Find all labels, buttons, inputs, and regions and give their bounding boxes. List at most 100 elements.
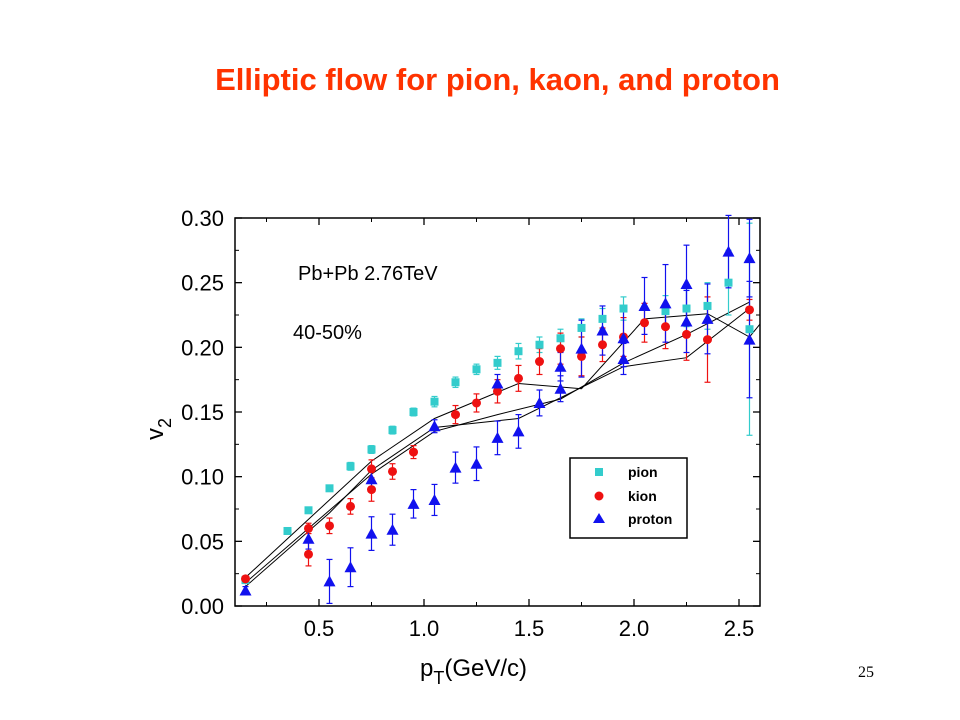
kion-point bbox=[472, 398, 481, 408]
legend-pion-label: pion bbox=[628, 464, 658, 480]
y-tick-label: 0.25 bbox=[181, 271, 224, 296]
model-curve-2 bbox=[245, 301, 750, 584]
kion-point bbox=[367, 464, 376, 474]
proton-point bbox=[365, 473, 378, 485]
x-tick-label: 2.5 bbox=[724, 616, 755, 641]
y-tick-label: 0.10 bbox=[181, 465, 224, 490]
legend-box bbox=[569, 457, 688, 539]
pion-point bbox=[367, 445, 376, 454]
annotation-centrality: 40-50% bbox=[293, 322, 362, 344]
kion-point bbox=[556, 344, 565, 354]
legend-kion-label: kion bbox=[628, 488, 657, 504]
pion-point bbox=[598, 314, 607, 323]
proton-point bbox=[554, 382, 567, 394]
legend: pion kion proton bbox=[569, 457, 688, 539]
x-axis-label-sub: T bbox=[433, 668, 444, 688]
proton-point bbox=[512, 425, 525, 437]
kion-point bbox=[388, 466, 397, 476]
pion-point bbox=[703, 301, 712, 310]
pion-point bbox=[556, 334, 565, 343]
pion-point bbox=[577, 323, 586, 332]
kion-point bbox=[451, 410, 460, 420]
kion-point bbox=[745, 305, 754, 315]
proton-point bbox=[596, 324, 609, 336]
kion-point bbox=[598, 340, 607, 350]
proton-point bbox=[743, 252, 756, 264]
proton-point bbox=[344, 561, 357, 573]
pion-point bbox=[724, 278, 733, 287]
legend-kion-marker bbox=[594, 491, 604, 501]
x-tick-label: 2.0 bbox=[619, 616, 650, 641]
kion-point bbox=[703, 335, 712, 345]
proton-point bbox=[428, 493, 441, 505]
kion-point bbox=[346, 501, 355, 511]
slide-title: Elliptic flow for pion, kaon, and proton bbox=[215, 62, 780, 97]
proton-point bbox=[680, 315, 693, 327]
x-tick-label: 0.5 bbox=[304, 616, 335, 641]
kion-point bbox=[325, 521, 334, 531]
y-axis-label-main: v bbox=[142, 428, 169, 440]
pion-point bbox=[451, 378, 460, 387]
proton-point bbox=[428, 420, 441, 432]
pion-point bbox=[493, 358, 502, 367]
proton-point bbox=[680, 277, 693, 289]
x-tick-label: 1.0 bbox=[409, 616, 440, 641]
pion-point bbox=[304, 506, 313, 515]
proton-point bbox=[575, 342, 588, 354]
proton-point bbox=[659, 297, 672, 309]
proton-point bbox=[386, 523, 399, 535]
kion-point bbox=[514, 373, 523, 383]
legend-pion-marker bbox=[595, 468, 603, 476]
kion-point bbox=[493, 386, 502, 396]
pion-point bbox=[388, 426, 397, 435]
proton-point bbox=[470, 457, 483, 469]
y-axis-label: v2 bbox=[142, 418, 175, 440]
kion-point bbox=[367, 485, 376, 495]
proton-point bbox=[617, 352, 630, 364]
kion-point bbox=[577, 351, 586, 361]
x-axis-label: pT(GeV/c) bbox=[420, 655, 527, 688]
pion-point bbox=[661, 307, 670, 316]
legend-proton-label: proton bbox=[628, 511, 672, 527]
proton-point bbox=[743, 333, 756, 345]
pion-point bbox=[535, 340, 544, 349]
proton-point bbox=[449, 461, 462, 473]
pion-point bbox=[409, 408, 418, 416]
pion-point bbox=[472, 365, 481, 374]
y-tick-label: 0.20 bbox=[181, 335, 224, 360]
y-tick-label: 0.00 bbox=[181, 594, 224, 619]
kion-point bbox=[682, 329, 691, 339]
pion-point bbox=[325, 484, 334, 493]
kion-point bbox=[409, 447, 418, 457]
y-tick-label: 0.05 bbox=[181, 529, 224, 554]
pion-point bbox=[430, 397, 439, 406]
pion-point bbox=[619, 304, 628, 313]
x-axis-label-unit: (GeV/c) bbox=[444, 655, 527, 682]
pion-point bbox=[283, 526, 292, 535]
proton-point bbox=[533, 396, 546, 408]
legend-proton-marker bbox=[593, 513, 605, 523]
proton-point bbox=[302, 532, 315, 544]
kion-point bbox=[640, 318, 649, 328]
proton-point bbox=[407, 497, 420, 509]
kion-point bbox=[304, 523, 313, 533]
page-number: 25 bbox=[858, 664, 874, 681]
pion-point bbox=[514, 347, 523, 356]
x-axis-label-main: p bbox=[420, 655, 433, 682]
proton-point bbox=[491, 377, 504, 389]
model-curve-1 bbox=[245, 308, 750, 587]
y-axis-label-sub: 2 bbox=[155, 418, 175, 428]
x-tick-label: 1.5 bbox=[514, 616, 545, 641]
pion-point bbox=[346, 462, 355, 471]
kion-point bbox=[304, 549, 313, 559]
svg-text:v2: v2 bbox=[142, 418, 175, 440]
pion-point bbox=[745, 325, 754, 334]
proton-point bbox=[638, 299, 651, 311]
proton-point bbox=[239, 584, 252, 596]
proton-point bbox=[365, 527, 378, 539]
svg-text:pT(GeV/c): pT(GeV/c) bbox=[420, 655, 527, 688]
y-tick-label: 0.15 bbox=[181, 400, 224, 425]
y-tick-label: 0.30 bbox=[181, 206, 224, 231]
proton-point bbox=[617, 332, 630, 344]
